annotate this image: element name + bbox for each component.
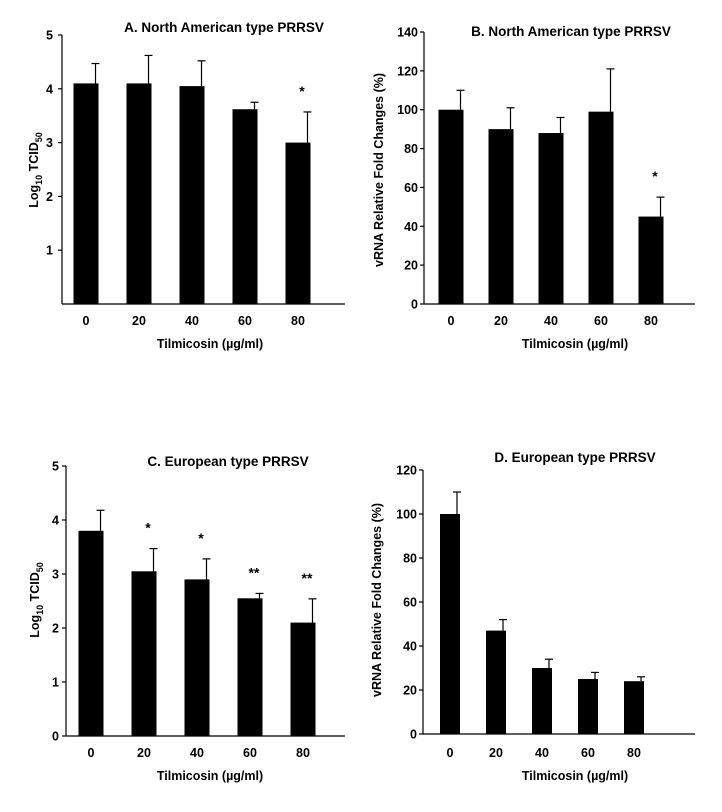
x-tick-label: 0 bbox=[447, 746, 454, 760]
bar bbox=[538, 133, 564, 304]
y-tick-label: 3 bbox=[46, 136, 53, 150]
y-tick-label: 40 bbox=[403, 640, 417, 654]
y-axis-label: vRNA Relative Fold Changes (%) bbox=[372, 73, 386, 267]
y-tick-label: 4 bbox=[46, 82, 53, 96]
bar bbox=[578, 679, 598, 734]
panel-b: B. North American type PRRSV 0 20 40 60 80 100… bbox=[372, 24, 695, 351]
y-tick-label: 140 bbox=[397, 26, 418, 40]
x-tick-label: 60 bbox=[243, 746, 257, 760]
significance-marker: * bbox=[652, 168, 658, 184]
bar bbox=[285, 142, 311, 304]
x-axis-label: Tilmicosin (µg/ml) bbox=[522, 337, 628, 351]
x-tick-label: 0 bbox=[448, 314, 455, 328]
x-tick-label: 20 bbox=[137, 746, 151, 760]
y-tick-label: 80 bbox=[404, 142, 418, 156]
y-tick-label: 0 bbox=[410, 728, 417, 742]
y-axis-label: Log10 TCID50 bbox=[27, 132, 44, 208]
x-axis-label: Tilmicosin (µg/ml) bbox=[157, 337, 263, 351]
y-tick-label: 40 bbox=[404, 220, 418, 234]
y-tick-label: 3 bbox=[52, 568, 59, 582]
bar bbox=[488, 129, 514, 304]
y-tick-label: 5 bbox=[52, 460, 59, 474]
bar bbox=[73, 83, 99, 304]
significance-marker: * bbox=[198, 530, 204, 546]
y-tick-label: 80 bbox=[403, 552, 417, 566]
x-tick-label: 0 bbox=[88, 746, 95, 760]
y-axis-label: Log10 TCID50 bbox=[28, 562, 45, 638]
y-tick-label: 2 bbox=[46, 190, 53, 204]
bar bbox=[486, 630, 506, 734]
panel-c: C. European type PRRSV 0 1 2 3 4 5 0 20 * 40 * 60 ** 8… bbox=[28, 454, 345, 783]
y-tick-label: 1 bbox=[52, 676, 59, 690]
bar bbox=[588, 111, 614, 305]
x-axis-label: Tilmicosin (µg/ml) bbox=[157, 769, 263, 783]
bar bbox=[638, 216, 664, 304]
y-tick-label: 1 bbox=[46, 244, 53, 258]
y-tick-label: 60 bbox=[403, 596, 417, 610]
x-tick-label: 80 bbox=[644, 314, 658, 328]
bar bbox=[126, 83, 152, 304]
x-tick-label: 60 bbox=[238, 314, 252, 328]
panel-d: D. European type PRRSV 0 20 40 60 80 100 120 0 20… bbox=[370, 450, 695, 783]
x-tick-label: 40 bbox=[185, 314, 199, 328]
x-tick-label: 80 bbox=[627, 746, 641, 760]
bar bbox=[624, 681, 644, 734]
x-tick-label: 20 bbox=[489, 746, 503, 760]
panel-a: A. North American type PRRSV 1 2 3 4 5 0 20 40 60… bbox=[27, 20, 345, 351]
y-tick-label: 5 bbox=[46, 29, 53, 43]
y-axis-label: vRNA Relative Fold Changes (%) bbox=[370, 503, 384, 697]
x-tick-label: 80 bbox=[291, 314, 305, 328]
x-tick-label: 0 bbox=[83, 314, 90, 328]
bar bbox=[184, 579, 210, 736]
significance-marker: ** bbox=[302, 570, 313, 586]
x-tick-label: 40 bbox=[535, 746, 549, 760]
y-tick-label: 100 bbox=[396, 508, 417, 522]
y-tick-label: 120 bbox=[396, 464, 417, 478]
y-tick-label: 20 bbox=[403, 684, 417, 698]
panel-title: B. North American type PRRSV bbox=[471, 24, 671, 39]
bar bbox=[440, 514, 460, 734]
bar bbox=[131, 571, 157, 736]
panel-title: D. European type PRRSV bbox=[494, 450, 655, 465]
significance-marker: * bbox=[145, 520, 151, 536]
x-tick-label: 20 bbox=[494, 314, 508, 328]
bar bbox=[237, 598, 263, 736]
x-tick-label: 60 bbox=[594, 314, 608, 328]
y-tick-label: 0 bbox=[411, 298, 418, 312]
x-tick-label: 40 bbox=[190, 746, 204, 760]
bar bbox=[532, 668, 552, 734]
x-tick-label: 40 bbox=[544, 314, 558, 328]
y-tick-label: 2 bbox=[52, 622, 59, 636]
bar bbox=[232, 109, 258, 304]
y-tick-label: 100 bbox=[397, 103, 418, 117]
x-tick-label: 60 bbox=[581, 746, 595, 760]
significance-marker: * bbox=[299, 83, 305, 99]
x-tick-label: 20 bbox=[132, 314, 146, 328]
bar bbox=[438, 109, 464, 304]
x-axis-label: Tilmicosin (µg/ml) bbox=[522, 769, 628, 783]
bar bbox=[290, 622, 316, 736]
x-tick-label: 80 bbox=[296, 746, 310, 760]
y-tick-label: 20 bbox=[404, 259, 418, 273]
y-tick-label: 60 bbox=[404, 181, 418, 195]
y-tick-label: 120 bbox=[397, 64, 418, 78]
panel-title: A. North American type PRRSV bbox=[124, 20, 324, 35]
bar bbox=[78, 530, 104, 736]
y-tick-label: 4 bbox=[52, 514, 59, 528]
significance-marker: ** bbox=[249, 564, 260, 580]
y-tick-label: 0 bbox=[52, 730, 59, 744]
bar bbox=[179, 86, 205, 304]
panel-title: C. European type PRRSV bbox=[147, 454, 308, 469]
